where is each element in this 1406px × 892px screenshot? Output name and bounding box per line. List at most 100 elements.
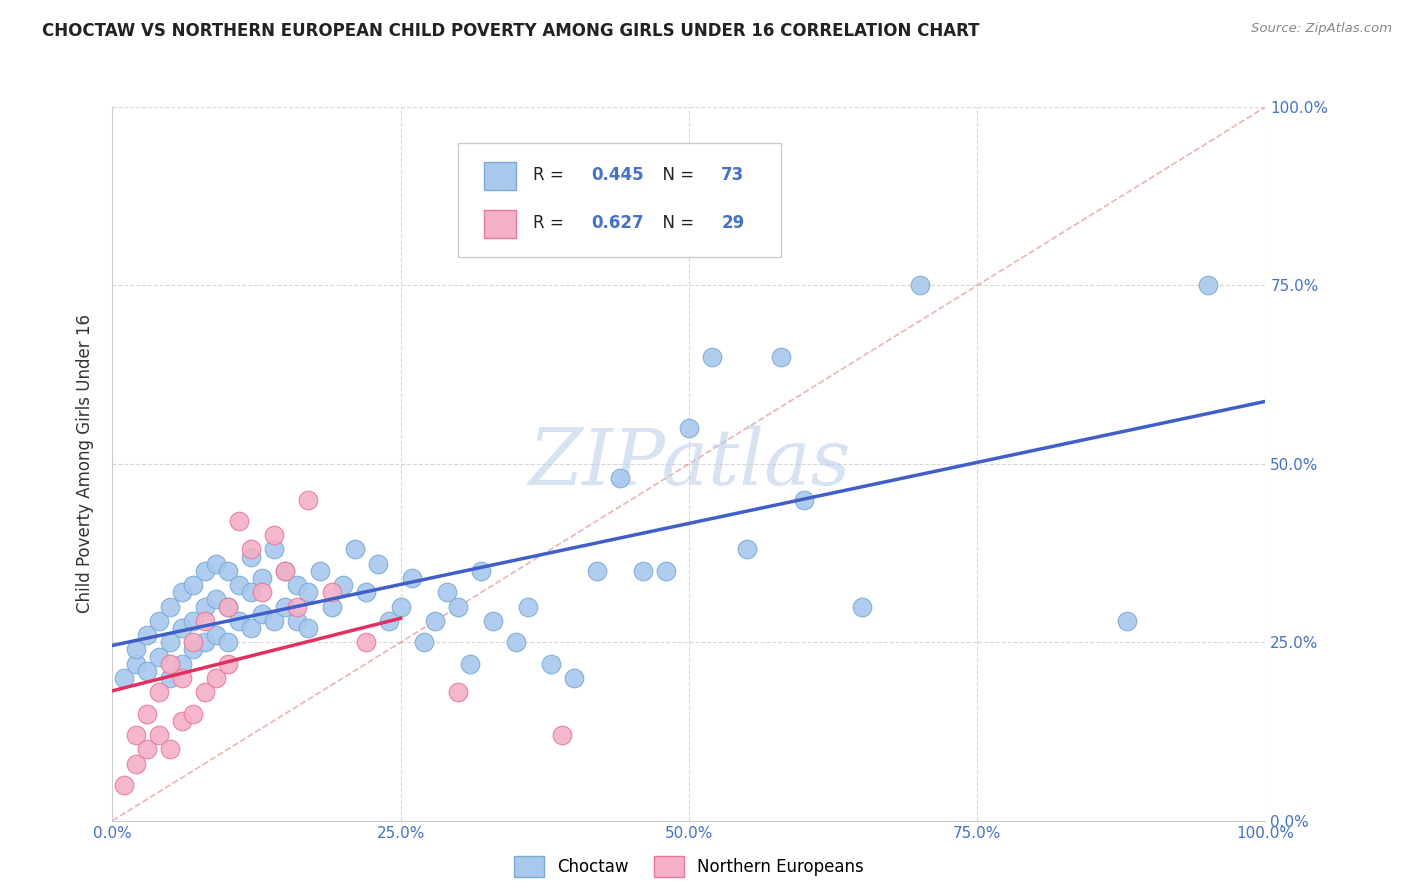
Point <box>551 728 574 742</box>
Point <box>136 742 159 756</box>
Point <box>181 578 204 592</box>
Point <box>148 685 170 699</box>
Text: 73: 73 <box>721 166 744 184</box>
Point <box>181 614 204 628</box>
Point <box>205 557 228 571</box>
Point <box>205 592 228 607</box>
Y-axis label: Child Poverty Among Girls Under 16: Child Poverty Among Girls Under 16 <box>76 314 94 614</box>
Point <box>124 642 146 657</box>
Point <box>170 621 193 635</box>
Point <box>540 657 562 671</box>
Point <box>239 549 262 564</box>
Text: R =: R = <box>533 166 569 184</box>
Text: CHOCTAW VS NORTHERN EUROPEAN CHILD POVERTY AMONG GIRLS UNDER 16 CORRELATION CHAR: CHOCTAW VS NORTHERN EUROPEAN CHILD POVER… <box>42 22 980 40</box>
Point <box>447 685 470 699</box>
Point <box>458 657 481 671</box>
Point <box>1197 278 1219 293</box>
Point <box>378 614 401 628</box>
Point <box>343 542 366 557</box>
Point <box>309 564 332 578</box>
Point <box>412 635 434 649</box>
Point <box>228 578 250 592</box>
Point <box>482 614 505 628</box>
Point <box>297 621 319 635</box>
Point <box>851 599 873 614</box>
Point <box>228 514 250 528</box>
FancyBboxPatch shape <box>484 210 516 238</box>
Point <box>447 599 470 614</box>
Point <box>194 614 217 628</box>
Point <box>205 628 228 642</box>
Point <box>239 585 262 599</box>
Point <box>332 578 354 592</box>
Point <box>297 585 319 599</box>
Point <box>181 706 204 721</box>
Point <box>112 778 135 792</box>
Point <box>159 742 181 756</box>
Point <box>194 685 217 699</box>
Point <box>252 585 274 599</box>
Point <box>425 614 447 628</box>
Point <box>239 621 262 635</box>
Point <box>170 671 193 685</box>
Point <box>516 599 538 614</box>
Point <box>194 635 217 649</box>
Point <box>124 728 146 742</box>
Point <box>159 671 181 685</box>
Point <box>401 571 423 585</box>
Point <box>170 657 193 671</box>
Point <box>609 471 631 485</box>
Point <box>170 585 193 599</box>
Point <box>562 671 585 685</box>
Point <box>470 564 492 578</box>
Point <box>908 278 931 293</box>
Point <box>148 649 170 664</box>
Point <box>217 635 239 649</box>
Point <box>217 599 239 614</box>
Point <box>217 657 239 671</box>
Point <box>181 635 204 649</box>
Point <box>285 578 308 592</box>
Point <box>297 492 319 507</box>
Point <box>1116 614 1139 628</box>
Point <box>321 585 343 599</box>
Point <box>631 564 654 578</box>
Point <box>124 657 146 671</box>
Point <box>159 657 181 671</box>
Point <box>136 628 159 642</box>
Point <box>252 571 274 585</box>
Point <box>148 728 170 742</box>
Point <box>112 671 135 685</box>
Point <box>136 706 159 721</box>
Point <box>505 635 527 649</box>
Text: ZIPatlas: ZIPatlas <box>527 425 851 502</box>
Point <box>159 635 181 649</box>
Text: 29: 29 <box>721 214 744 232</box>
Point <box>148 614 170 628</box>
FancyBboxPatch shape <box>484 161 516 190</box>
Point <box>263 528 285 542</box>
Point <box>124 756 146 771</box>
Point <box>436 585 458 599</box>
Point <box>389 599 412 614</box>
Point <box>136 664 159 678</box>
Point <box>263 614 285 628</box>
Point <box>217 599 239 614</box>
Text: 0.445: 0.445 <box>591 166 644 184</box>
Point <box>735 542 758 557</box>
Point <box>263 542 285 557</box>
Point <box>274 564 297 578</box>
Point <box>700 350 723 364</box>
Point <box>367 557 389 571</box>
Text: 0.627: 0.627 <box>591 214 644 232</box>
Point <box>585 564 607 578</box>
Point <box>170 714 193 728</box>
Point <box>321 599 343 614</box>
Text: N =: N = <box>652 214 699 232</box>
Point <box>252 607 274 621</box>
Point <box>274 564 297 578</box>
Point <box>285 599 308 614</box>
Point <box>205 671 228 685</box>
Point <box>655 564 678 578</box>
Point <box>770 350 793 364</box>
